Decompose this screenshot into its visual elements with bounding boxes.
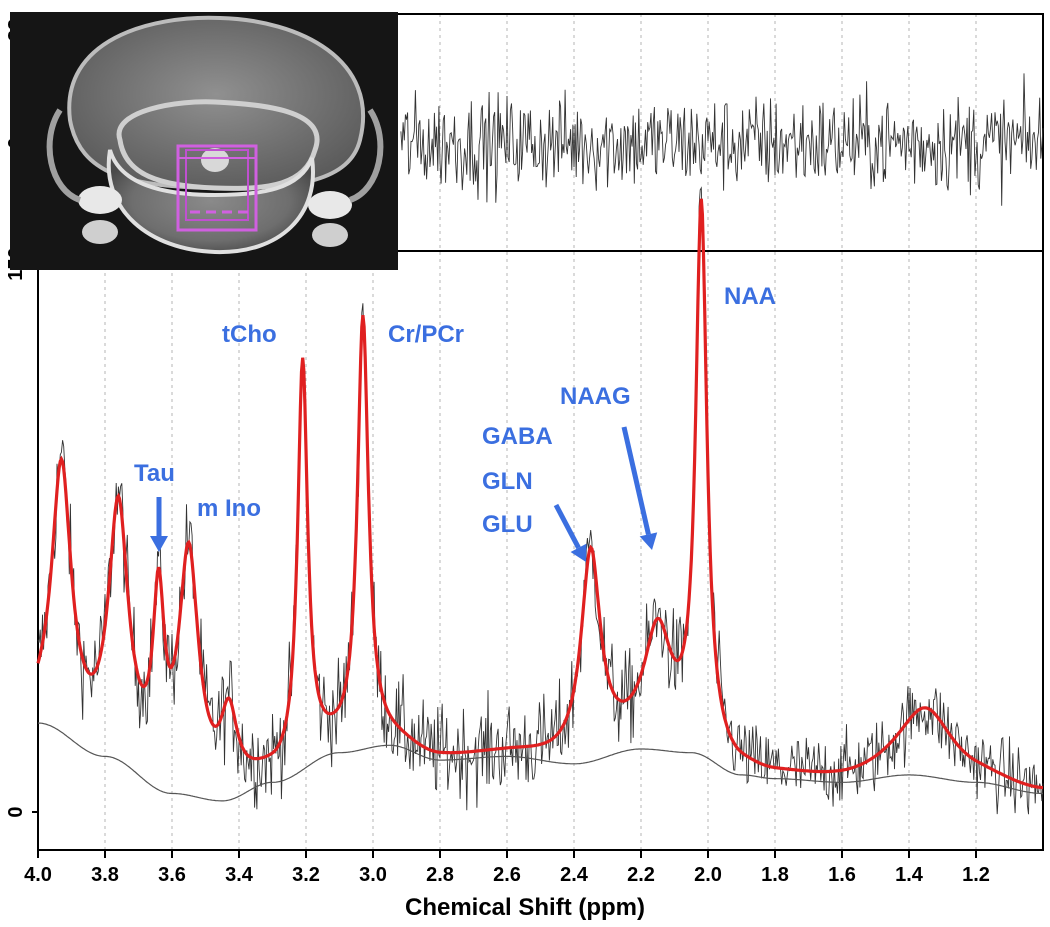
peak-label: NAAG — [560, 383, 631, 410]
annotation-arrowhead — [639, 532, 658, 550]
peak-label: m Ino — [197, 495, 261, 522]
residual-plot — [400, 73, 1044, 206]
annotation-arrow — [553, 503, 581, 550]
peak-label: tCho — [222, 321, 277, 348]
x-tick-label: 2.2 — [627, 864, 655, 886]
x-tick-label: 2.4 — [560, 864, 589, 886]
annotation-arrowhead — [150, 536, 168, 552]
x-tick-label: 3.2 — [292, 864, 320, 886]
peak-label: Cr/PCr — [388, 321, 464, 348]
residual-line — [400, 73, 1044, 206]
baseline-curve — [37, 722, 1043, 802]
peak-label: Tau — [134, 460, 175, 487]
x-axis-label: Chemical Shift (ppm) — [405, 894, 645, 921]
x-tick-label: 1.4 — [895, 864, 924, 886]
peak-label: NAA — [724, 283, 776, 310]
spectrum-plot — [36, 186, 1044, 815]
fit-curve — [36, 198, 1044, 790]
x-tick-label: 3.8 — [91, 864, 119, 886]
mri-inset-image — [10, 12, 398, 270]
annotation-arrowhead — [570, 543, 587, 562]
x-tick-label: 1.8 — [761, 864, 789, 886]
raw-spectrum-line — [37, 186, 1044, 815]
x-tick-label: 2.6 — [493, 864, 521, 886]
x-tick-label: 3.6 — [158, 864, 186, 886]
spectrum-panel-frame — [37, 250, 1044, 851]
peak-label: GABA — [482, 423, 553, 450]
x-tick-label: 2.0 — [694, 864, 722, 886]
annotation-arrow — [621, 426, 651, 535]
x-tick-label: 3.4 — [225, 864, 254, 886]
y-tick-label: 0 — [5, 806, 27, 817]
x-tick-label: 2.8 — [426, 864, 454, 886]
peak-label: GLU — [482, 511, 533, 538]
x-tick-label: 4.0 — [24, 864, 52, 886]
x-tick-label: 1.2 — [962, 864, 990, 886]
peak-annotations: tCho Cr/PCr NAA Tau m Ino GABA GLN GLU NAAG — [134, 283, 776, 562]
peak-label: GLN — [482, 468, 533, 495]
x-tick-label: 1.6 — [828, 864, 856, 886]
x-tick-label: 3.0 — [359, 864, 387, 886]
x-axis-ticks: 4.0 3.8 3.6 3.4 3.2 3.0 2.8 2.6 2.4 2.2 2.0 1.8 1.6 1… — [24, 850, 990, 886]
